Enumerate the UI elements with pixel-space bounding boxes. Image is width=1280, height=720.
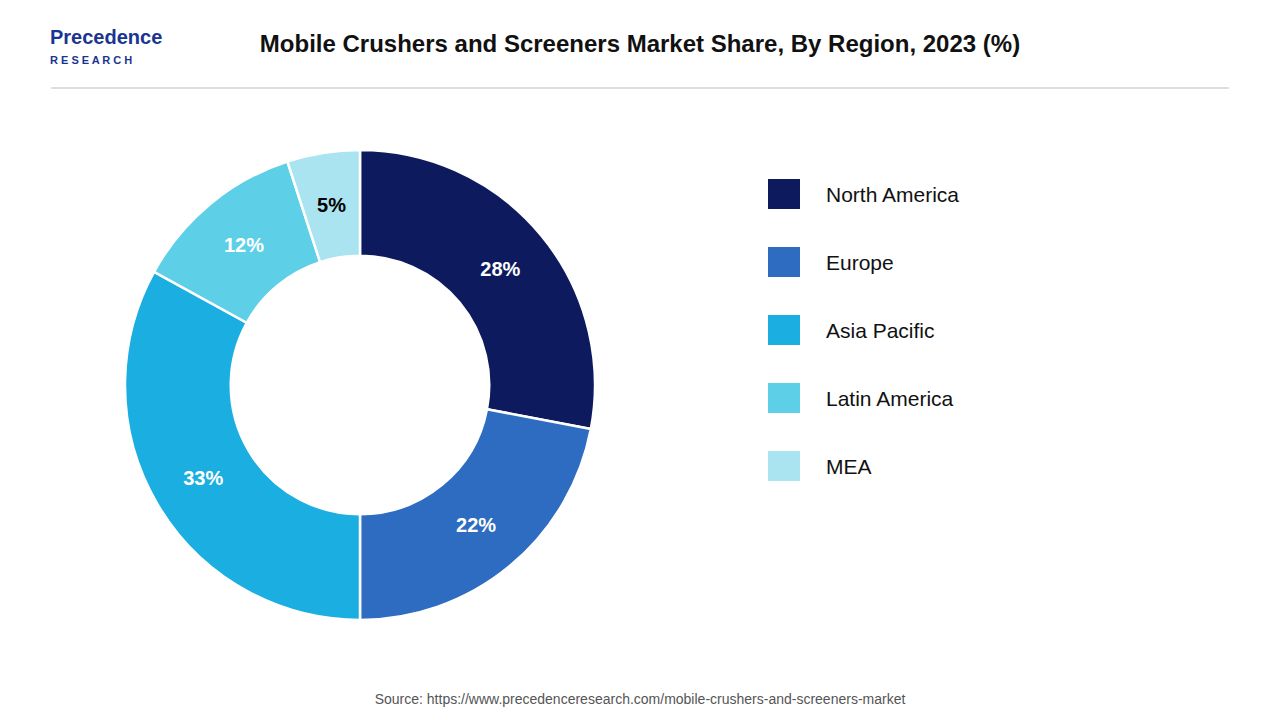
chart: Precedence R E S E A R C H Mobile Crushers…: [0, 0, 1280, 720]
slice: [360, 150, 595, 429]
logo-text: Precedence: [50, 26, 162, 48]
legend-swatch: [768, 179, 800, 209]
legend-swatch: [768, 247, 800, 277]
legend-label: Latin America: [826, 387, 954, 410]
slice: [287, 150, 360, 262]
legend-item: Europe: [768, 247, 894, 277]
separator: [51, 88, 1229, 89]
legend-item: MEA: [768, 451, 872, 481]
legend-label: Asia Pacific: [826, 319, 935, 342]
legend-label: North America: [826, 183, 959, 206]
legend-label: Europe: [826, 251, 894, 274]
legend-item: Asia Pacific: [768, 315, 935, 345]
legend-label: MEA: [826, 455, 872, 478]
data-label: 12%: [224, 234, 264, 256]
donut: [125, 150, 595, 620]
slice: [360, 409, 591, 620]
data-label: 33%: [183, 467, 223, 489]
data-label: 22%: [456, 514, 496, 536]
slice: [125, 272, 360, 620]
source: Source: https://www.precedenceresearch.c…: [375, 691, 906, 707]
legend-item: North America: [768, 179, 959, 209]
title: Mobile Crushers and Screeners Market Sha…: [260, 30, 1020, 57]
legend-swatch: [768, 451, 800, 481]
data-label: 5%: [317, 194, 346, 216]
logo-subtext: R E S E A R C H: [50, 54, 132, 66]
legend-swatch: [768, 383, 800, 413]
legend: North America Europe Asia Pacific Latin Ame…: [768, 179, 959, 481]
data-labels: 28% 22% 33% 12% 5%: [183, 194, 520, 536]
data-label: 28%: [480, 258, 520, 280]
legend-swatch: [768, 315, 800, 345]
legend-item: Latin America: [768, 383, 954, 413]
